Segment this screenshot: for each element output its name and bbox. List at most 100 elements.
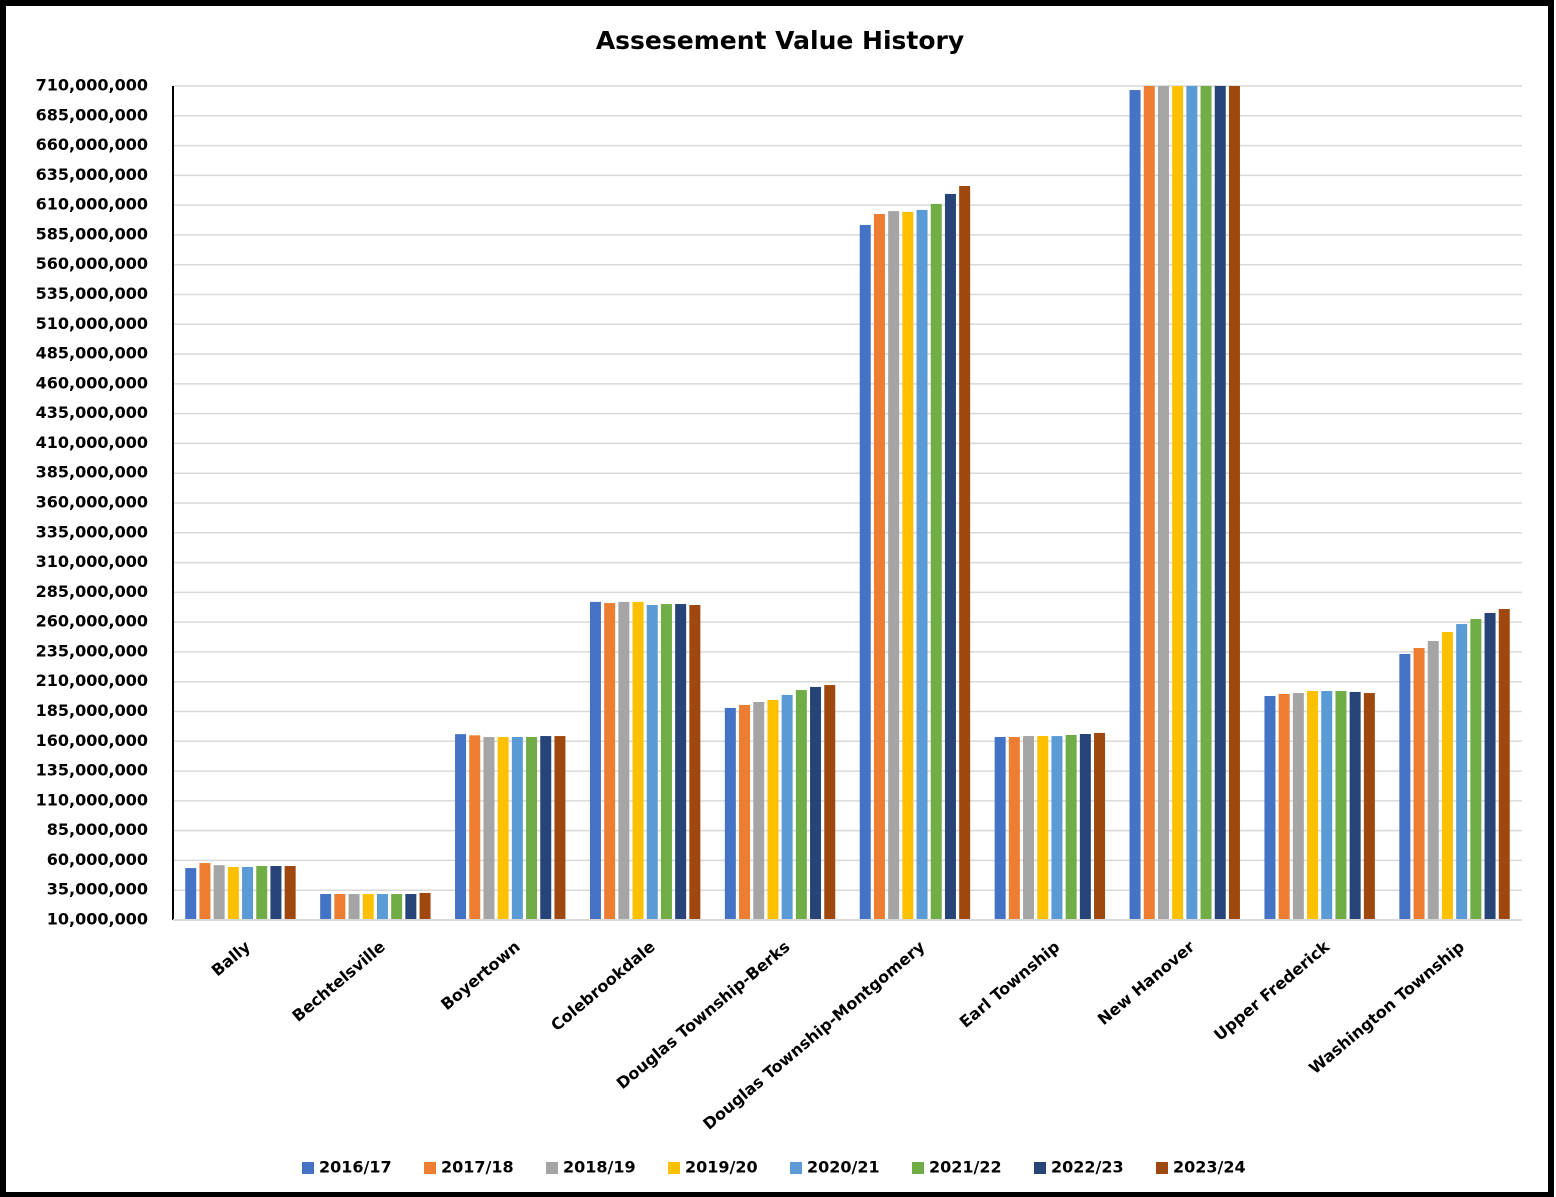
y-tick-label: 35,000,000	[47, 880, 148, 899]
y-tick-label: 660,000,000	[36, 135, 148, 154]
bar	[873, 213, 885, 920]
bar	[540, 736, 552, 920]
bar	[419, 892, 431, 920]
legend-label: 2020/21	[807, 1158, 880, 1177]
bar	[646, 604, 658, 920]
bar	[1129, 90, 1141, 920]
bar	[618, 601, 630, 920]
bar	[1051, 736, 1063, 920]
bar	[199, 863, 211, 920]
bar	[1292, 693, 1304, 920]
bar	[455, 734, 467, 920]
bar	[1335, 691, 1347, 920]
bar	[511, 736, 523, 920]
bar	[589, 601, 601, 920]
legend-label: 2021/22	[929, 1158, 1002, 1177]
bar	[1079, 734, 1091, 920]
bar	[902, 211, 914, 920]
bar	[242, 866, 254, 920]
bar	[270, 866, 282, 920]
legend-swatch	[1034, 1162, 1046, 1174]
y-tick-label: 635,000,000	[36, 165, 148, 184]
bar	[1278, 693, 1290, 920]
bar	[959, 185, 971, 920]
bar	[227, 866, 239, 920]
bar	[376, 894, 388, 920]
bar	[810, 686, 822, 920]
y-tick-label: 560,000,000	[36, 254, 148, 273]
bar	[795, 690, 807, 920]
bar	[632, 601, 644, 920]
bar	[405, 894, 417, 920]
legend-swatch	[912, 1162, 924, 1174]
bar	[1363, 693, 1375, 920]
bar	[334, 894, 346, 920]
legend-swatch	[302, 1162, 314, 1174]
bar	[660, 604, 672, 920]
bar	[767, 699, 779, 920]
legend-label: 2022/23	[1051, 1158, 1124, 1177]
bar	[1200, 86, 1212, 920]
y-tick-label: 585,000,000	[36, 224, 148, 243]
bar	[781, 694, 793, 920]
bar	[469, 735, 481, 920]
y-tick-label: 85,000,000	[47, 820, 148, 839]
y-tick-label: 60,000,000	[47, 850, 148, 869]
y-tick-label: 435,000,000	[36, 403, 148, 422]
legend-label: 2018/19	[563, 1158, 636, 1177]
chart-title: Assesement Value History	[596, 26, 964, 55]
bar	[1399, 653, 1411, 920]
bar	[362, 894, 374, 920]
y-tick-label: 460,000,000	[36, 373, 148, 392]
bar	[1094, 732, 1106, 920]
y-tick-label: 160,000,000	[36, 731, 148, 750]
bar	[1157, 86, 1169, 920]
y-tick-label: 10,000,000	[47, 910, 148, 929]
bar	[1470, 619, 1482, 920]
bar	[859, 224, 871, 920]
y-tick-label: 210,000,000	[36, 671, 148, 690]
bar	[1456, 624, 1468, 920]
bar	[1037, 736, 1049, 920]
bar	[1321, 691, 1333, 920]
bar	[944, 193, 956, 920]
bar	[1413, 647, 1425, 920]
bar	[724, 707, 736, 920]
bar	[1023, 736, 1035, 920]
bar	[1172, 86, 1184, 920]
y-tick-label: 335,000,000	[36, 522, 148, 541]
legend-swatch	[546, 1162, 558, 1174]
y-tick-label: 610,000,000	[36, 195, 148, 214]
bar	[1264, 696, 1276, 920]
bar	[497, 736, 509, 920]
bar	[1307, 691, 1319, 920]
bar	[213, 865, 225, 920]
bar	[753, 701, 765, 920]
bar	[1143, 86, 1155, 920]
y-tick-label: 535,000,000	[36, 284, 148, 303]
bar	[888, 211, 900, 920]
bar	[994, 736, 1006, 920]
bar	[1065, 734, 1077, 920]
y-tick-label: 260,000,000	[36, 612, 148, 631]
bar	[483, 736, 495, 920]
y-tick-label: 235,000,000	[36, 641, 148, 660]
legend-label: 2016/17	[319, 1158, 392, 1177]
y-tick-label: 310,000,000	[36, 552, 148, 571]
bar	[391, 894, 403, 920]
bar	[1441, 632, 1453, 920]
legend-swatch	[790, 1162, 802, 1174]
y-tick-label: 135,000,000	[36, 761, 148, 780]
bar	[1498, 609, 1510, 920]
bar	[320, 894, 332, 920]
bar	[348, 894, 360, 920]
bar	[604, 603, 616, 920]
y-tick-label: 510,000,000	[36, 314, 148, 333]
bar	[689, 604, 701, 920]
legend-label: 2019/20	[685, 1158, 758, 1177]
bar	[526, 736, 538, 920]
bar	[930, 203, 942, 920]
